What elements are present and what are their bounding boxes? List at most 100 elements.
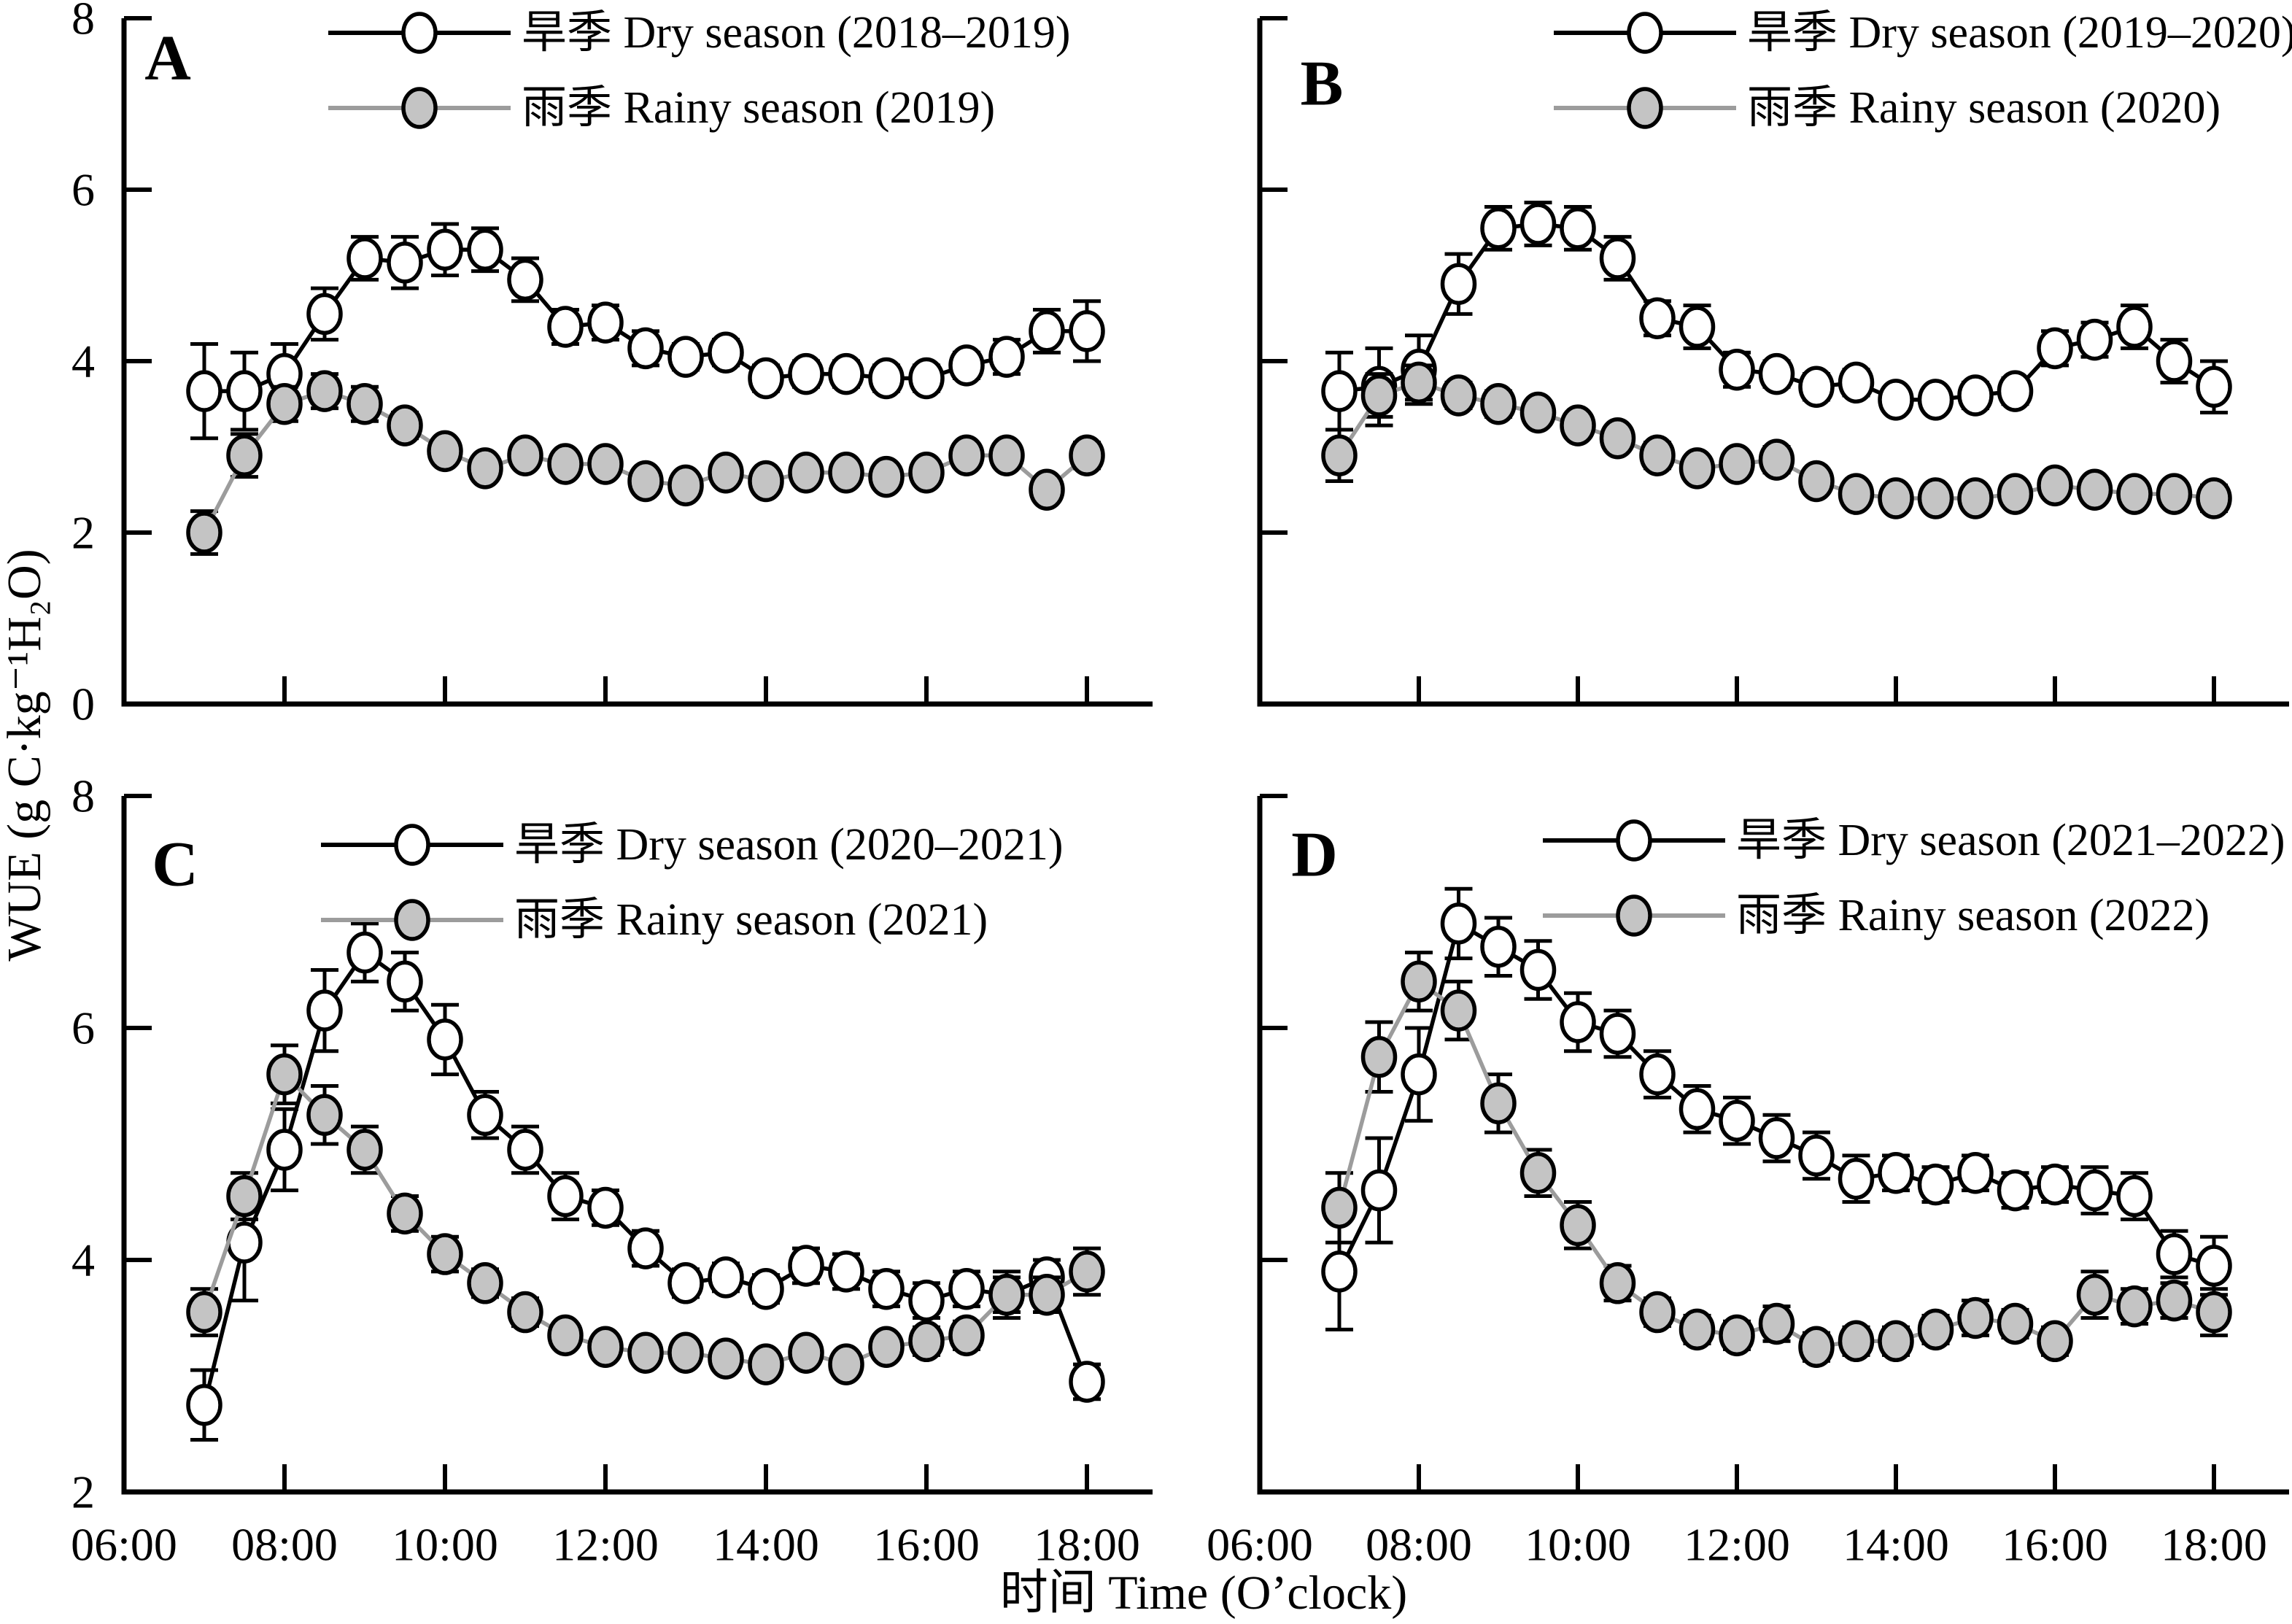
data-point-marker bbox=[988, 1273, 1025, 1316]
legend-label: 旱季 Dry season (2018–2019) bbox=[522, 8, 1071, 58]
data-point-marker bbox=[1957, 374, 1994, 417]
data-point-marker bbox=[547, 443, 584, 485]
data-point-marker bbox=[2076, 468, 2113, 511]
data-point-marker bbox=[2037, 1320, 2073, 1363]
data-point-marker bbox=[948, 434, 985, 476]
data-point-marker bbox=[427, 430, 463, 473]
data-point-marker bbox=[587, 443, 624, 485]
data-point-marker bbox=[948, 1314, 985, 1357]
data-point-marker bbox=[627, 460, 664, 503]
data-point-marker bbox=[1560, 404, 1596, 446]
data-point-marker bbox=[186, 370, 222, 412]
data-point-marker bbox=[708, 452, 744, 494]
data-point-marker bbox=[788, 1245, 824, 1287]
data-point-marker bbox=[2116, 1285, 2153, 1328]
data-point-marker bbox=[427, 1233, 463, 1275]
data-point-marker bbox=[1838, 1157, 1875, 1200]
y-tick-label: 2 bbox=[71, 1466, 95, 1518]
data-point-marker bbox=[1321, 434, 1358, 476]
x-tick-label: 06:00 bbox=[1207, 1519, 1313, 1571]
data-point-marker bbox=[1440, 902, 1477, 945]
data-point-marker bbox=[1440, 374, 1477, 417]
data-point-marker bbox=[2196, 477, 2232, 519]
data-point-marker bbox=[1997, 1169, 2034, 1212]
legend-item: 雨季 Rainy season (2021) bbox=[321, 895, 988, 945]
data-point-marker bbox=[788, 452, 824, 494]
data-point-marker bbox=[467, 1262, 503, 1304]
series-rainy-season bbox=[1321, 951, 2232, 1368]
data-point-marker bbox=[1838, 473, 1875, 515]
y-tick-label: 6 bbox=[71, 164, 95, 216]
data-point-marker bbox=[1599, 237, 1636, 279]
legend-label: 雨季 Rainy season (2022) bbox=[1736, 891, 2210, 940]
data-point-marker bbox=[186, 1384, 222, 1426]
data-point-marker bbox=[587, 301, 624, 344]
data-point-marker bbox=[948, 1268, 985, 1310]
data-point-marker bbox=[427, 1018, 463, 1061]
data-point-marker bbox=[708, 1337, 744, 1380]
data-point-marker bbox=[1029, 310, 1065, 352]
data-point-marker bbox=[1917, 1163, 1954, 1206]
x-tick-label: 12:00 bbox=[1684, 1519, 1790, 1571]
data-point-marker bbox=[1321, 1250, 1358, 1293]
data-point-marker bbox=[788, 352, 824, 395]
data-point-marker bbox=[1440, 989, 1477, 1032]
data-point-marker bbox=[387, 960, 423, 1003]
series-rainy-season bbox=[186, 370, 1105, 556]
data-point-marker bbox=[868, 455, 905, 498]
y-tick-label: 6 bbox=[71, 1002, 95, 1054]
series-rainy-season bbox=[186, 1043, 1105, 1385]
data-point-marker bbox=[908, 357, 945, 400]
data-point-marker bbox=[266, 383, 303, 425]
data-point-marker bbox=[226, 434, 263, 476]
data-point-marker bbox=[748, 1343, 784, 1385]
data-point-marker bbox=[1719, 1099, 1755, 1142]
panel-letter: A bbox=[144, 23, 191, 94]
data-point-marker bbox=[266, 1129, 303, 1171]
legend-label: 雨季 Rainy season (2020) bbox=[1747, 83, 2221, 133]
data-point-marker bbox=[1679, 1088, 1716, 1131]
data-point-marker bbox=[1519, 203, 1557, 245]
data-point-marker bbox=[988, 434, 1025, 476]
x-tick-label: 10:00 bbox=[392, 1519, 498, 1571]
data-point-marker bbox=[266, 1053, 303, 1096]
data-point-marker bbox=[387, 404, 423, 446]
data-point-marker bbox=[1639, 1291, 1676, 1334]
x-tick-label: 10:00 bbox=[1525, 1519, 1631, 1571]
data-point-marker bbox=[1519, 1152, 1557, 1194]
y-tick-label: 4 bbox=[71, 336, 95, 387]
data-point-marker bbox=[667, 336, 704, 378]
data-point-marker bbox=[627, 327, 664, 370]
data-point-marker bbox=[1401, 1053, 1437, 1096]
error-bars bbox=[1325, 886, 2228, 1331]
data-point-marker bbox=[1560, 207, 1596, 250]
x-tick-label: 12:00 bbox=[552, 1519, 659, 1571]
data-point-marker bbox=[2116, 473, 2153, 515]
legend-label: 雨季 Rainy season (2021) bbox=[514, 895, 988, 945]
data-point-marker bbox=[908, 452, 945, 494]
data-point-marker bbox=[2196, 1245, 2232, 1287]
data-point-marker bbox=[748, 460, 784, 503]
data-point-marker bbox=[1997, 473, 2034, 515]
data-point-marker bbox=[1997, 1302, 2034, 1345]
x-tick-label: 14:00 bbox=[1843, 1519, 1949, 1571]
data-point-marker bbox=[306, 293, 343, 336]
data-point-marker bbox=[748, 1268, 784, 1310]
data-point-marker bbox=[507, 258, 543, 301]
data-point-marker bbox=[306, 1094, 343, 1136]
data-point-marker bbox=[1360, 1036, 1398, 1078]
y-tick-label: 4 bbox=[71, 1234, 95, 1286]
x-tick-label: 08:00 bbox=[231, 1519, 338, 1571]
data-point-marker bbox=[547, 1175, 584, 1218]
legend-item: 旱季 Dry season (2020–2021) bbox=[321, 820, 1064, 870]
data-point-marker bbox=[667, 464, 704, 507]
data-point-marker bbox=[2156, 1233, 2193, 1275]
data-point-marker bbox=[2037, 1163, 2073, 1206]
data-point-marker bbox=[2076, 1273, 2113, 1316]
data-point-marker bbox=[1069, 310, 1105, 352]
data-point-marker bbox=[788, 1331, 824, 1374]
y-tick-label: 8 bbox=[71, 770, 95, 822]
data-point-marker bbox=[1758, 1117, 1795, 1159]
data-point-marker bbox=[1798, 1326, 1835, 1368]
legend-marker-icon bbox=[1627, 87, 1663, 129]
